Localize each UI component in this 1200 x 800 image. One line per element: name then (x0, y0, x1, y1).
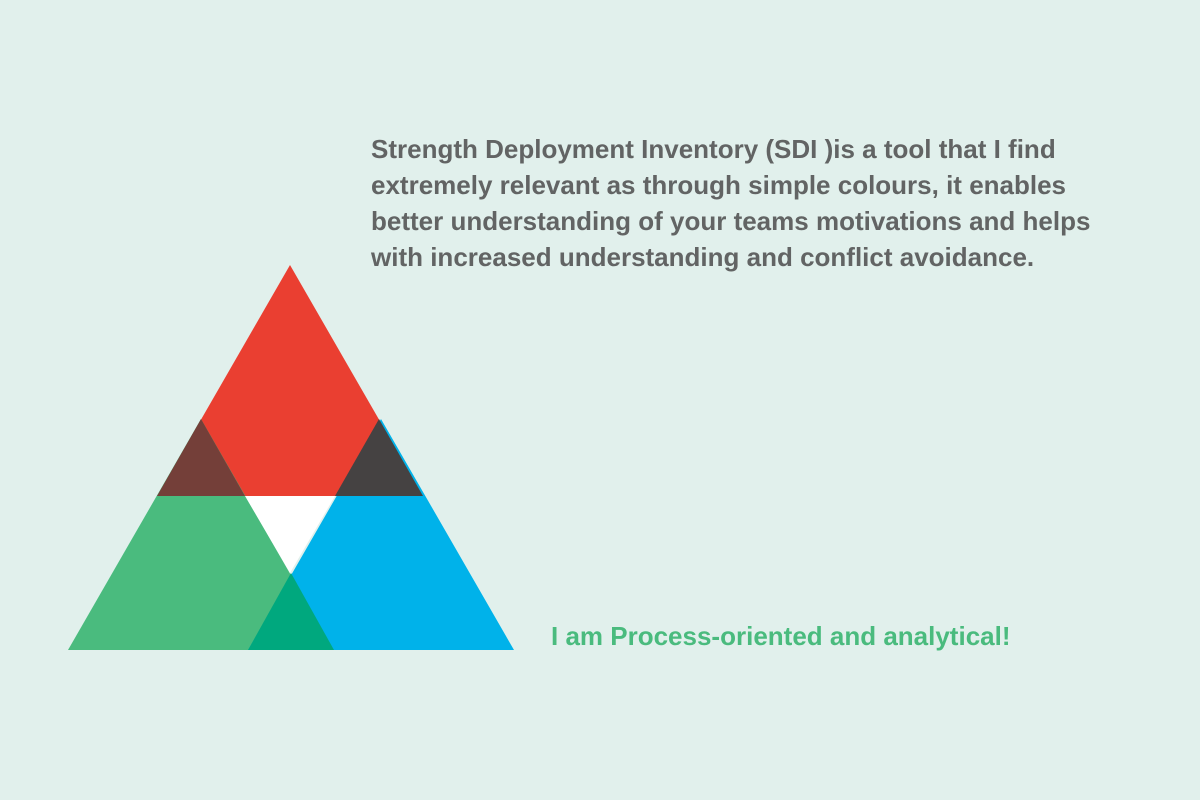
center-gap (245, 496, 335, 573)
blue-triangle (248, 419, 514, 650)
red-blue-overlap (335, 419, 423, 496)
green-triangle (68, 419, 334, 650)
green-blue-overlap (248, 573, 334, 650)
red-green-overlap (157, 419, 245, 496)
tagline-text: I am Process-oriented and analytical! (551, 621, 1011, 651)
sdi-description-text: Strength Deployment Inventory (SDI )is a… (371, 134, 1091, 272)
red-triangle (157, 265, 423, 496)
